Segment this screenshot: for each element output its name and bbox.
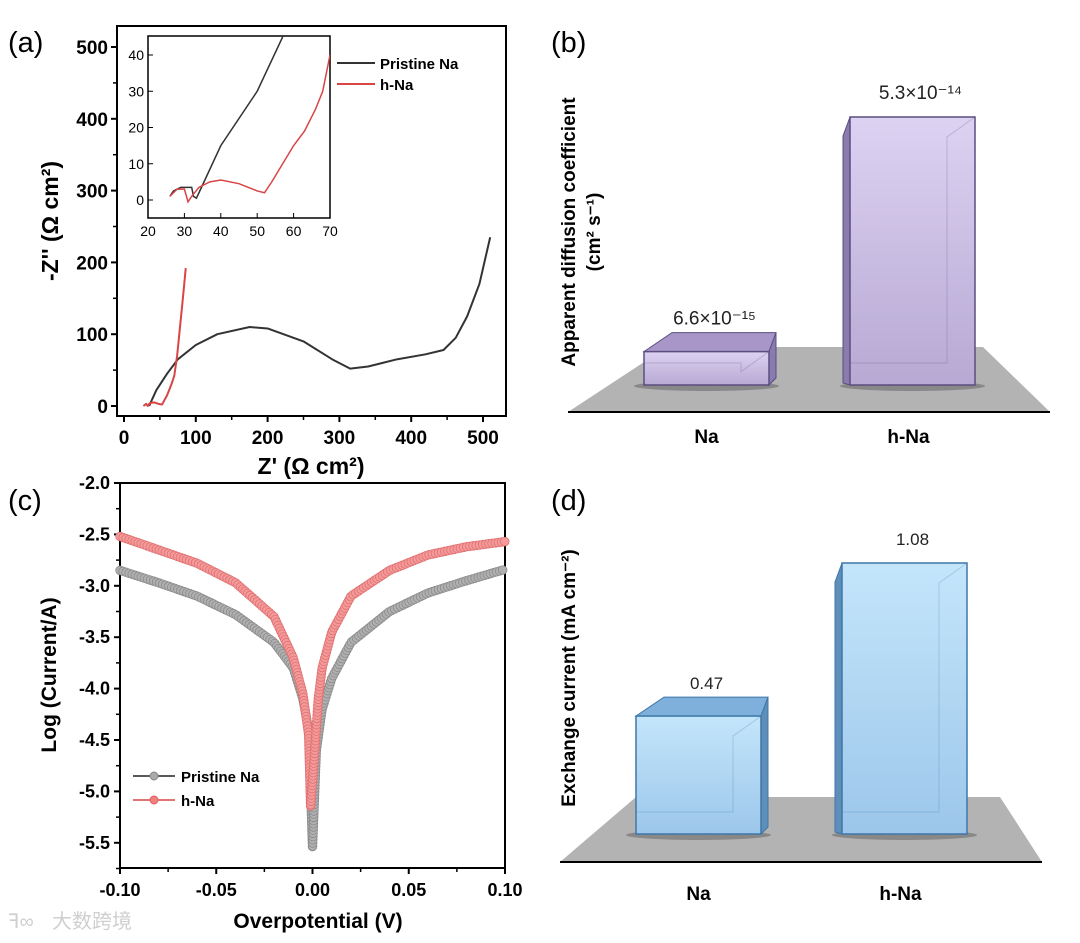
bar-side-hna [834,562,843,835]
exchange-current-bar-chart: Exchange current (mA cm⁻²) 0.47 Na 1.08 h-N… [559,530,1042,905]
x-tick-label: 300 [324,428,356,449]
series-line-pristine [148,237,492,407]
bar-hna [841,562,968,835]
data-label-hna: 1.08 [896,530,929,549]
bar-top-na [642,332,777,353]
y-axis-title: Apparent diffusion coefficient [559,97,580,367]
watermark: 大数跨境 [52,910,132,933]
inset-x-tick-label: 60 [286,223,302,239]
inset-x-tick-label: 30 [177,223,193,239]
y-tick-label: -4.5 [79,730,110,750]
bar-side-hna [842,116,851,386]
y-tick-label: -5.0 [79,781,110,801]
data-label-hna: 5.3×10⁻¹⁴ [879,83,962,104]
y-tick-label: -3.5 [79,627,110,647]
panel-label-d: (d) [551,485,586,517]
x-tick-label: 0 [119,428,130,449]
bar-back-edges-hna [842,562,968,813]
inset-frame [147,35,331,219]
legend: Pristine Na h-Na [133,769,260,810]
y-tick-label: 100 [76,325,108,346]
inset-series-line-hna [169,54,330,204]
y-tick-label: -3.0 [79,576,110,596]
plot-frame [116,25,507,417]
bar-back-edges-na [644,351,770,373]
panel-label-b: (b) [551,27,586,59]
legend-label-pristine: Pristine Na [380,56,459,73]
y-tick-label: 300 [76,182,108,203]
inset-x-tick-label: 50 [249,223,265,239]
legend-label-pristine: Pristine Na [181,769,260,786]
data-label-na: 6.6×10⁻¹⁵ [673,309,756,330]
bar-na [643,350,770,386]
y-tick-label: 200 [76,253,108,274]
data-label-na: 0.47 [690,674,723,693]
bar-top-na [634,696,769,717]
x-tick-label: 400 [395,428,427,449]
data-point-hna [500,536,510,547]
legend-label-hna: h-Na [380,77,414,94]
x-tick-label: 200 [252,428,284,449]
x-tick-label: 500 [467,428,499,449]
legend-marker-hna [149,795,159,805]
data-point-pristine [497,565,508,575]
legend-label-hna: h-Na [181,793,215,810]
category-label-hna: h-Na [879,884,922,905]
y-axis-title: Exchange current (mA cm⁻²) [559,549,580,806]
y-tick-label: 500 [76,38,108,59]
inset-y-tick-label: 0 [136,192,144,208]
bar-back-edges-hna [850,116,976,364]
nyquist-plot: Z' (Ω cm²) -Z'' (Ω cm²) Pristine Na h-Na… [37,25,507,479]
x-tick-label: 0.00 [295,880,330,900]
diffusion-bar-chart: Apparent diffusion coefficient (cm² s⁻¹)… [559,83,1050,448]
panel-label-a: (a) [8,27,43,59]
y-tick-label: -2.5 [79,524,110,544]
y-axis-title: Log (Current/A) [38,597,61,752]
legend-marker-pristine [149,771,159,781]
bar-hna [849,116,976,386]
inset-y-tick-label: 10 [128,156,144,172]
x-tick-label: 0.05 [391,880,426,900]
x-tick-label: 100 [180,428,212,449]
x-axis-title: Overpotential (V) [233,910,402,933]
legend: Pristine Na h-Na [337,56,459,94]
inset-y-tick-label: 20 [128,120,144,136]
inset-x-tick-label: 20 [140,223,156,239]
panel-label-c: (c) [8,485,42,517]
y-tick-label: -4.0 [79,679,110,699]
category-label-na: Na [694,427,719,448]
watermark-logo-icon: ꟻ∞ [8,911,34,933]
category-label-hna: h-Na [887,427,930,448]
y-axis-units: (cm² s⁻¹) [584,193,605,272]
inset-plot: 20 30 40 50 60 70 0 10 20 30 40 [128,35,338,239]
bar-na [635,715,762,835]
inset-x-tick-label: 70 [322,223,338,239]
bar-back-edges-na [636,715,762,813]
x-axis-title: Z' (Ω cm²) [258,453,365,479]
inset-y-tick-label: 40 [128,47,144,63]
x-tick-label: -0.05 [196,880,237,900]
series-line-hna [142,268,187,407]
floor [560,797,1042,862]
floor [568,347,1050,412]
x-tick-label: 0.10 [487,880,522,900]
y-tick-label: 400 [76,110,108,131]
inset-y-tick-label: 30 [128,83,144,99]
category-label-na: Na [686,884,711,905]
y-axis-title: -Z'' (Ω cm²) [37,161,63,281]
y-tick-label: 0 [97,397,108,418]
y-tick-label: -5.5 [79,833,110,853]
x-tick-label: -0.10 [99,880,140,900]
y-tick-label: -2.0 [79,473,110,493]
inset-x-tick-label: 40 [213,223,229,239]
tafel-plot: Overpotential (V) Log (Current/A) Pristi… [38,473,523,933]
bar-side-na [760,696,769,836]
